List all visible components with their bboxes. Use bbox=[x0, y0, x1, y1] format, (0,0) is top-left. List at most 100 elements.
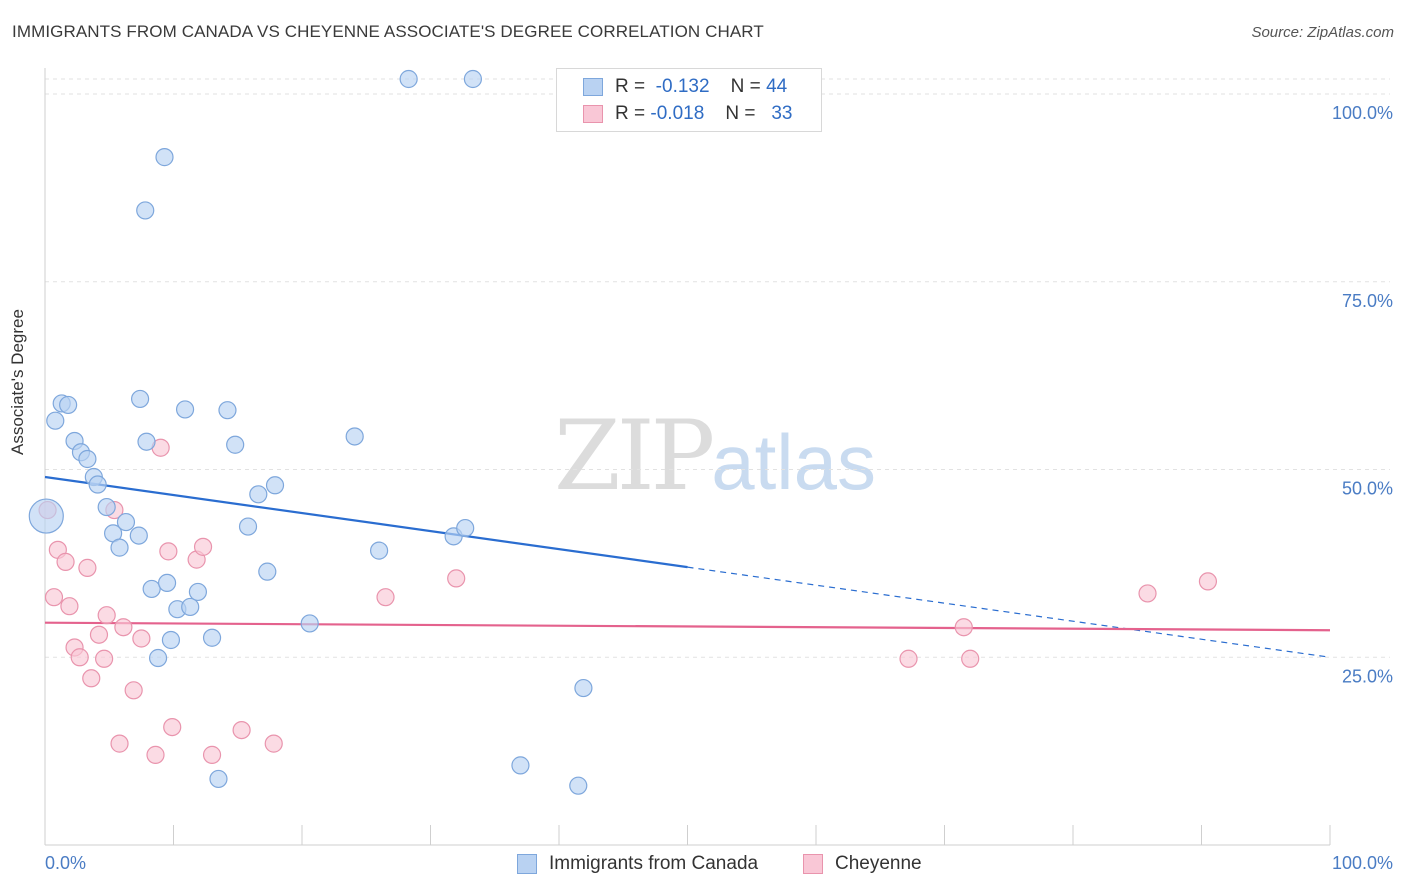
legend-row-canada: R = -0.132 N = 44 bbox=[583, 75, 787, 99]
chart-title: IMMIGRANTS FROM CANADA VS CHEYENNE ASSOC… bbox=[12, 22, 764, 41]
cheyenne-point bbox=[447, 569, 466, 588]
canada-point bbox=[249, 485, 268, 504]
x-tick-label: 100.0% bbox=[1332, 853, 1393, 873]
cheyenne-point bbox=[114, 618, 133, 637]
canada-point bbox=[181, 597, 200, 617]
legend-label-cheyenne: Cheyenne bbox=[835, 853, 922, 874]
canada-point bbox=[511, 756, 530, 775]
legend-r-label: R = bbox=[615, 76, 646, 97]
legend-n-label: N = bbox=[730, 76, 761, 97]
canada-point bbox=[59, 395, 78, 415]
grid-lines bbox=[45, 78, 1390, 658]
canada-point bbox=[28, 498, 64, 534]
legend-n-value: 33 bbox=[771, 103, 793, 124]
cheyenne-point bbox=[954, 618, 973, 637]
cheyenne-point bbox=[60, 597, 79, 616]
legend-swatch-cheyenne bbox=[583, 105, 603, 123]
cheyenne-point bbox=[82, 669, 101, 688]
canada-point bbox=[569, 776, 588, 795]
canada-point bbox=[370, 541, 389, 560]
cheyenne-point bbox=[56, 552, 75, 571]
canada-point bbox=[161, 630, 181, 650]
canada-point bbox=[463, 69, 483, 89]
canada-point bbox=[136, 201, 155, 220]
canada-point bbox=[155, 148, 174, 167]
cheyenne-point bbox=[1138, 584, 1157, 603]
legend-n-value: 44 bbox=[766, 76, 788, 97]
cheyenne-point bbox=[89, 625, 109, 644]
axes bbox=[44, 68, 1331, 846]
canada-point bbox=[97, 497, 116, 517]
canada-point bbox=[258, 562, 277, 581]
watermark: ZIPatlas bbox=[554, 400, 876, 512]
canada-point bbox=[399, 69, 418, 89]
legend-row-cheyenne: R = -0.018 N = 33 bbox=[583, 102, 792, 126]
legend-r-value: -0.132 bbox=[655, 76, 710, 97]
cheyenne-point bbox=[110, 734, 129, 753]
tick-labels: 25.0% 50.0% 75.0% 100.0% 0.0% 100.0% bbox=[45, 103, 1393, 873]
watermark-zip: ZIP bbox=[554, 400, 715, 512]
cheyenne-point bbox=[159, 542, 178, 561]
y-tick-label: 25.0% bbox=[1342, 666, 1393, 686]
cheyenne-trend-line bbox=[44, 621, 1331, 632]
canada-point bbox=[130, 389, 150, 409]
legend-swatch-canada bbox=[517, 854, 537, 874]
data-points bbox=[28, 69, 1218, 795]
cheyenne-point bbox=[70, 648, 89, 667]
y-tick-label: 75.0% bbox=[1342, 291, 1393, 311]
legend-item-cheyenne[interactable]: Cheyenne bbox=[803, 853, 922, 875]
trend-lines bbox=[44, 475, 1331, 658]
canada-point bbox=[175, 400, 195, 419]
correlation-legend: R = -0.132 N = 44 R = -0.018 N = 33 bbox=[556, 68, 822, 132]
cheyenne-point bbox=[202, 745, 222, 764]
canada-point bbox=[202, 628, 222, 647]
canada-point bbox=[265, 476, 285, 495]
cheyenne-point bbox=[124, 681, 143, 700]
canada-point bbox=[345, 427, 364, 446]
cheyenne-point bbox=[163, 717, 182, 737]
y-axis-label: Associate's Degree bbox=[8, 309, 27, 455]
canada-point bbox=[142, 579, 161, 599]
canada-point bbox=[148, 648, 168, 668]
cheyenne-point bbox=[44, 588, 64, 607]
source-label: Source: ZipAtlas.com bbox=[1251, 24, 1394, 41]
legend-swatch-cheyenne bbox=[803, 854, 823, 874]
cheyenne-point bbox=[146, 745, 165, 764]
cheyenne-point bbox=[78, 558, 97, 577]
cheyenne-point bbox=[376, 588, 395, 607]
canada-point bbox=[110, 538, 129, 557]
series-legend: Immigrants from Canada Cheyenne bbox=[0, 850, 1406, 880]
canada-point bbox=[46, 411, 65, 430]
legend-r-value: -0.018 bbox=[650, 103, 705, 124]
canada-point bbox=[209, 769, 228, 789]
cheyenne-point bbox=[97, 606, 116, 625]
cheyenne-point bbox=[961, 649, 980, 668]
canada-point bbox=[88, 475, 107, 494]
canada-trend-extension bbox=[687, 566, 1331, 658]
canada-point bbox=[157, 573, 177, 593]
legend-n-label: N = bbox=[725, 103, 756, 124]
cheyenne-point bbox=[232, 720, 251, 740]
canada-point bbox=[188, 582, 208, 602]
canada-trend-line bbox=[44, 475, 688, 569]
legend-label-canada: Immigrants from Canada bbox=[549, 853, 759, 874]
cheyenne-point bbox=[95, 649, 114, 668]
cheyenne-point bbox=[132, 629, 151, 648]
cheyenne-point bbox=[1198, 572, 1218, 591]
canada-point bbox=[129, 526, 148, 545]
watermark-atlas: atlas bbox=[711, 418, 876, 506]
canada-point bbox=[226, 435, 245, 454]
legend-item-canada[interactable]: Immigrants from Canada bbox=[517, 853, 758, 875]
cheyenne-point bbox=[193, 537, 213, 556]
canada-point bbox=[238, 517, 258, 536]
legend-r-label: R = bbox=[615, 103, 646, 124]
canada-point bbox=[116, 512, 136, 532]
y-tick-label: 50.0% bbox=[1342, 479, 1393, 499]
x-tick-label: 0.0% bbox=[45, 853, 86, 873]
canada-point bbox=[137, 432, 156, 451]
canada-point bbox=[574, 678, 593, 698]
canada-point bbox=[300, 614, 319, 633]
canada-point bbox=[218, 401, 237, 420]
cheyenne-point bbox=[899, 649, 918, 668]
